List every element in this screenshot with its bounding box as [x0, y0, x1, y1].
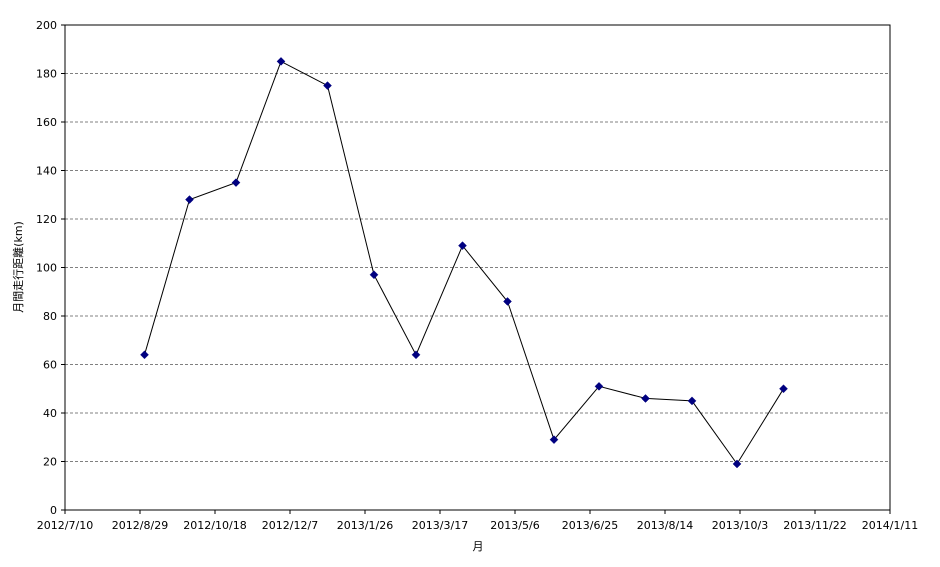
x-tick-label: 2013/8/14: [637, 519, 693, 532]
x-tick-label: 2013/10/3: [712, 519, 768, 532]
data-point: [549, 435, 559, 445]
axis-ticks: 0 20 40 60 80 100 120 140 160 180 200 2012/7/10 2012…: [36, 19, 918, 532]
data-point: [594, 381, 604, 391]
y-tick-label: 0: [50, 504, 57, 517]
y-tick-label: 160: [36, 116, 57, 129]
data-point: [185, 195, 194, 204]
y-tick-label: 100: [36, 262, 57, 275]
grid-lines: [65, 73, 890, 462]
data-point: [411, 350, 421, 360]
y-tick-label: 20: [43, 456, 57, 469]
x-tick-label: 2012/7/10: [37, 519, 93, 532]
x-tick-label: 2012/10/18: [183, 519, 246, 532]
y-tick-label: 180: [36, 68, 57, 81]
x-tick-label: 2013/5/6: [490, 519, 539, 532]
y-tick-label: 120: [36, 213, 57, 226]
x-tick-label: 2012/8/29: [112, 519, 168, 532]
data-point: [641, 394, 650, 403]
data-point: [779, 384, 788, 394]
y-tick-label: 60: [43, 359, 57, 372]
y-axis-title: 月間走行距離(km): [11, 221, 25, 313]
y-tick-label: 80: [43, 310, 57, 323]
x-tick-label: 2013/11/22: [783, 519, 846, 532]
data-point: [369, 270, 379, 280]
x-tick-label: 2014/1/11: [862, 519, 918, 532]
data-point: [687, 396, 697, 406]
data-point: [503, 297, 512, 306]
data-point: [732, 459, 742, 469]
series-layer: [140, 57, 788, 469]
y-tick-label: 200: [36, 19, 57, 32]
x-tick-label: 2013/1/26: [337, 519, 393, 532]
data-point: [276, 57, 286, 66]
x-axis-title: 月: [473, 540, 484, 553]
x-tick-label: 2012/12/7: [262, 519, 318, 532]
y-tick-label: 40: [43, 407, 57, 420]
x-tick-label: 2013/3/17: [412, 519, 468, 532]
data-point: [458, 241, 467, 251]
x-tick-label: 2013/6/25: [562, 519, 618, 532]
y-tick-label: 140: [36, 165, 57, 178]
data-point: [140, 350, 149, 360]
data-point: [323, 81, 332, 90]
data-point: [231, 178, 241, 187]
